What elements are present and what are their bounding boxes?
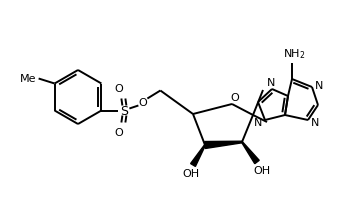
Text: NH$_2$: NH$_2$: [283, 47, 305, 61]
Text: N: N: [254, 117, 262, 127]
Polygon shape: [205, 142, 242, 149]
Text: OH: OH: [182, 168, 199, 178]
Polygon shape: [241, 142, 259, 164]
Text: N: N: [315, 81, 323, 90]
Text: N: N: [311, 117, 319, 127]
Text: N: N: [267, 78, 275, 87]
Text: O: O: [231, 93, 239, 102]
Text: O: O: [114, 84, 123, 94]
Text: Me: Me: [20, 73, 37, 83]
Text: S: S: [120, 104, 128, 117]
Polygon shape: [191, 145, 205, 167]
Text: O: O: [114, 128, 123, 138]
Text: OH: OH: [253, 165, 271, 175]
Text: O: O: [138, 98, 147, 108]
